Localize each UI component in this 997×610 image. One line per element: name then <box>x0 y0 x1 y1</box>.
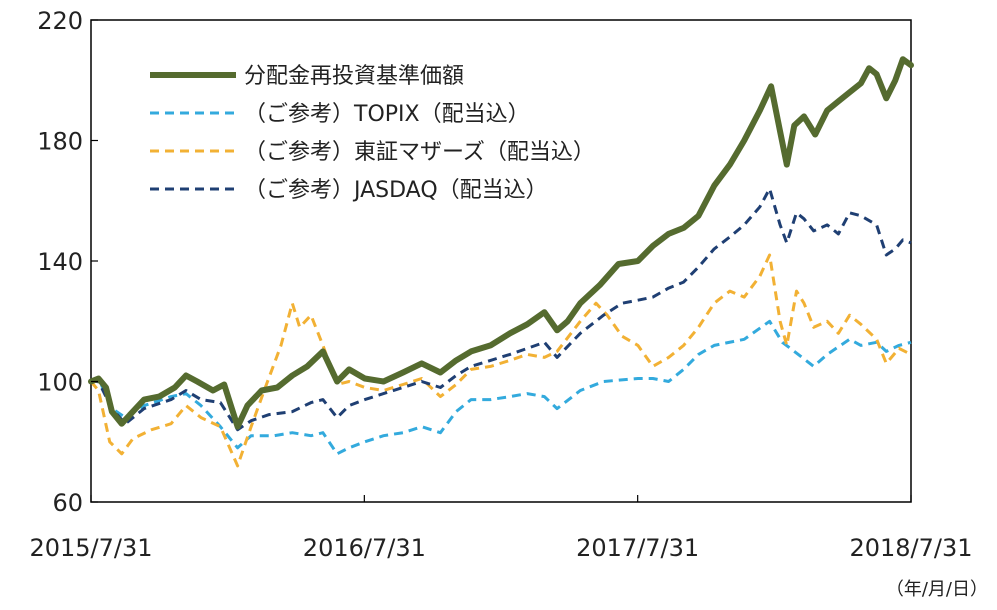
x-axis: 2015/7/31 2016/7/31 2017/7/31 2018/7/31 <box>29 495 973 562</box>
y-tick-label: 140 <box>37 248 83 276</box>
plot-frame <box>90 19 912 503</box>
y-tick-label: 100 <box>37 369 83 397</box>
x-tick-label: 2018/7/31 <box>849 534 972 562</box>
series-layer <box>88 56 914 468</box>
x-tick-label: 2017/7/31 <box>576 534 699 562</box>
legend-label: 分配金再投資基準価額 <box>244 64 464 89</box>
y-tick-label: 220 <box>37 7 83 35</box>
y-axis: 60 100 140 180 220 <box>37 7 98 517</box>
x-tick-label: 2015/7/31 <box>29 534 152 562</box>
legend: 分配金再投資基準価額 （ご参考）TOPIX（配当込） （ご参考）東証マザーズ（配当込… <box>150 64 595 203</box>
series-line-4 <box>91 187 912 432</box>
x-tick-label: 2016/7/31 <box>303 534 426 562</box>
legend-label: （ご参考）東証マザーズ（配当込） <box>244 140 595 165</box>
legend-label: （ご参考）TOPIX（配当込） <box>244 102 530 127</box>
x-axis-unit-label: （年/月/日） <box>886 579 988 600</box>
legend-label: （ご参考）JASDAQ（配当込） <box>244 178 548 203</box>
series-line-1 <box>88 56 914 430</box>
y-tick-label: 60 <box>52 489 83 517</box>
y-tick-label: 180 <box>37 128 83 156</box>
series-line-3 <box>89 253 912 468</box>
series-line-2 <box>90 319 912 456</box>
